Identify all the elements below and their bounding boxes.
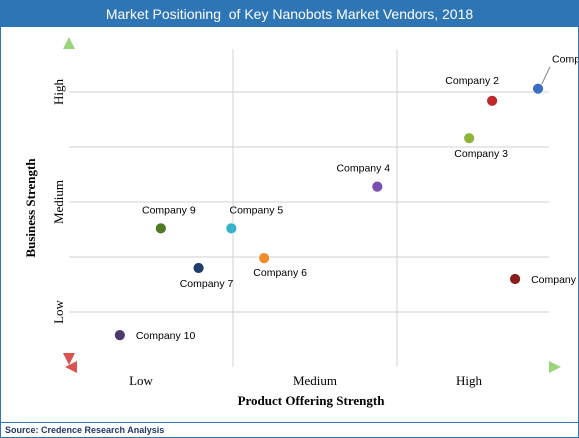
point-marker bbox=[486, 94, 499, 107]
point-label: Company 9 bbox=[142, 204, 196, 216]
point-label: Company 7 bbox=[180, 278, 234, 290]
x-axis-title: Product Offering Strength bbox=[238, 393, 386, 408]
grid-lines bbox=[69, 49, 549, 367]
point-label: Company 4 bbox=[336, 163, 390, 175]
tick-labels: Low Medium High Low Medium High bbox=[51, 79, 483, 389]
label-leader-line bbox=[540, 66, 551, 86]
y-tick-label: High bbox=[51, 79, 66, 106]
point-label: Company 5 bbox=[230, 204, 284, 216]
x-tick-label: High bbox=[456, 373, 483, 388]
x-axis-arrow bbox=[549, 361, 561, 373]
chart-title: Market Positioning of Key Nanobots Marke… bbox=[1, 1, 578, 27]
data-point: Company 4 bbox=[336, 163, 390, 193]
point-marker bbox=[463, 132, 476, 145]
y-tick-label: Medium bbox=[51, 180, 66, 224]
data-point: Company 5 bbox=[225, 204, 284, 235]
point-marker bbox=[154, 222, 167, 235]
data-point: Company 6 bbox=[253, 252, 307, 279]
y-tick-label: Low bbox=[51, 299, 66, 323]
data-point: Company 7 bbox=[180, 262, 234, 290]
point-label: Company 1 bbox=[552, 54, 578, 66]
data-points: Company 1 Company 2 Company 3 Company 4 Comp… bbox=[113, 54, 578, 342]
data-point: Company 9 bbox=[142, 204, 196, 235]
point-marker bbox=[532, 82, 544, 95]
point-marker bbox=[192, 262, 205, 274]
point-label: Company 3 bbox=[454, 148, 508, 160]
x-tick-label: Low bbox=[129, 373, 153, 388]
point-label: Company 10 bbox=[136, 330, 196, 342]
point-label: Company 2 bbox=[445, 75, 499, 87]
y-axis-arrow-bottom bbox=[63, 353, 75, 365]
x-tick-label: Medium bbox=[293, 373, 337, 388]
data-point: Company 1 bbox=[532, 54, 578, 95]
point-marker bbox=[113, 329, 126, 342]
x-axis-arrow-left bbox=[65, 361, 77, 373]
y-axis-title: Business Strength bbox=[23, 158, 38, 258]
point-marker bbox=[371, 180, 384, 193]
axes bbox=[63, 37, 561, 373]
point-label: Company 6 bbox=[253, 267, 307, 279]
data-point: Company 2 bbox=[445, 75, 499, 107]
y-axis-arrow bbox=[63, 37, 75, 49]
data-point: Company 8 bbox=[509, 273, 578, 286]
data-point: Company 10 bbox=[113, 329, 196, 342]
point-marker bbox=[258, 252, 271, 265]
data-point: Company 3 bbox=[454, 132, 508, 160]
source-note: Source: Credence Research Analysis bbox=[1, 422, 578, 437]
point-marker bbox=[225, 222, 238, 235]
point-label: Company 8 bbox=[531, 274, 578, 286]
point-marker bbox=[509, 273, 521, 285]
